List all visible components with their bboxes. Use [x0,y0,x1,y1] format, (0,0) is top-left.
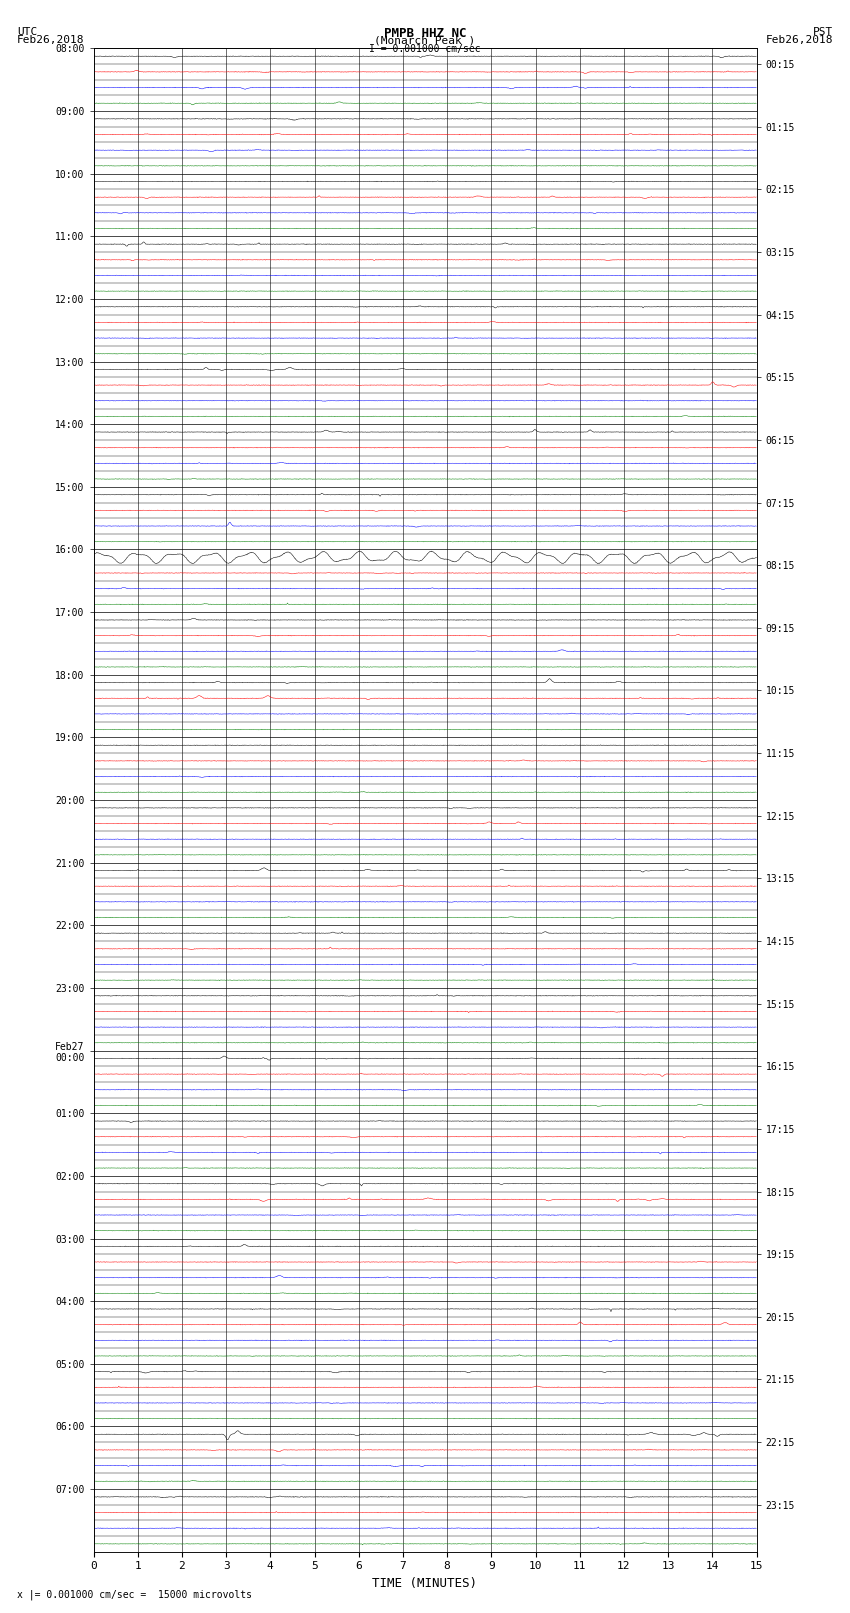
Text: (Monarch Peak ): (Monarch Peak ) [374,35,476,45]
Text: I = 0.001000 cm/sec: I = 0.001000 cm/sec [369,44,481,53]
X-axis label: TIME (MINUTES): TIME (MINUTES) [372,1578,478,1590]
Text: PST: PST [813,27,833,37]
Text: PMPB HHZ NC: PMPB HHZ NC [383,27,467,40]
Text: Feb26,2018: Feb26,2018 [17,35,84,45]
Text: x |= 0.001000 cm/sec =  15000 microvolts: x |= 0.001000 cm/sec = 15000 microvolts [17,1589,252,1600]
Text: UTC: UTC [17,27,37,37]
Text: Feb26,2018: Feb26,2018 [766,35,833,45]
